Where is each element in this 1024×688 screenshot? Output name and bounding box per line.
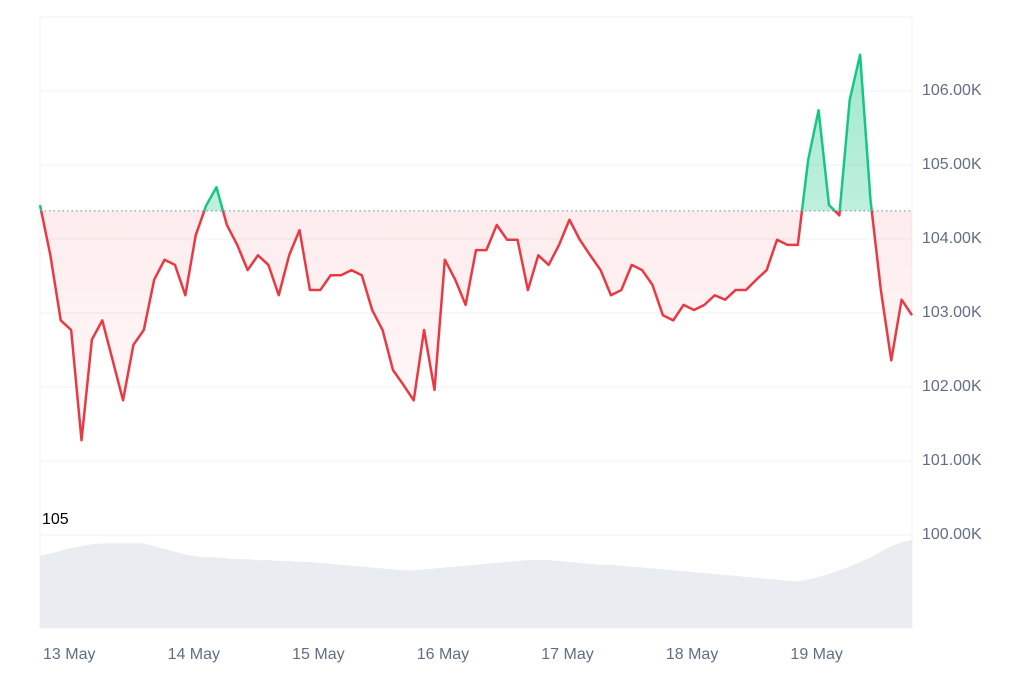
x-tick-label: 19 May <box>790 646 842 663</box>
y-tick-label: 102.00K <box>922 378 982 395</box>
y-tick-label: 103.00K <box>922 304 982 321</box>
plot-frame <box>39 16 913 629</box>
area-above-baseline <box>40 54 912 211</box>
x-tick-label: 18 May <box>666 646 718 663</box>
volume-label: 105 <box>42 511 69 528</box>
y-tick-label: 106.00K <box>922 82 982 99</box>
area-below-baseline <box>41 210 912 441</box>
x-tick-label: 14 May <box>168 646 220 663</box>
y-tick-label: 104.00K <box>922 230 982 247</box>
y-tick-label: 100.00K <box>922 526 982 543</box>
x-tick-label: 13 May <box>43 646 95 663</box>
volume-area <box>40 539 912 628</box>
y-tick-label: 101.00K <box>922 452 982 469</box>
x-tick-label: 17 May <box>541 646 593 663</box>
x-tick-label: 15 May <box>292 646 344 663</box>
price-line-down <box>39 210 914 442</box>
x-tick-label: 16 May <box>417 646 469 663</box>
y-tick-label: 105.00K <box>922 156 982 173</box>
